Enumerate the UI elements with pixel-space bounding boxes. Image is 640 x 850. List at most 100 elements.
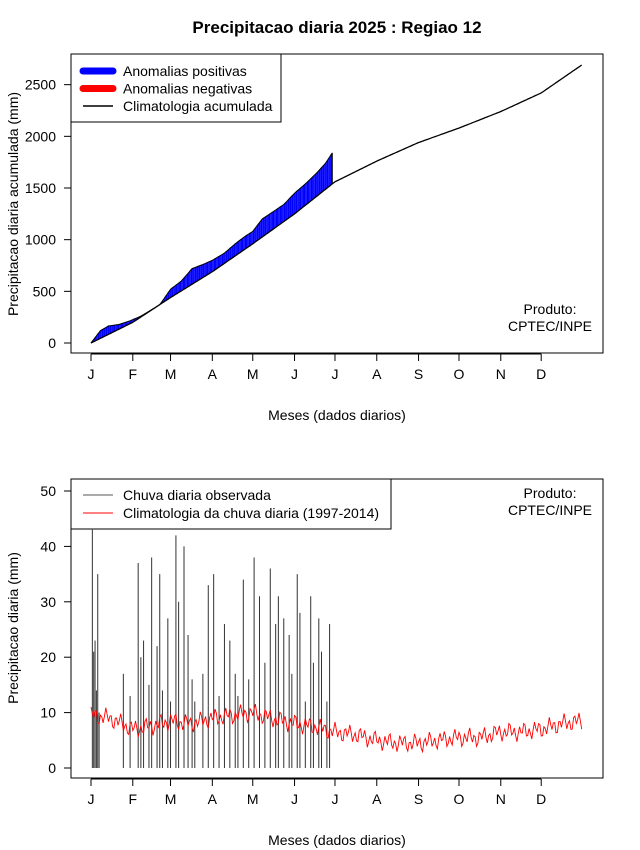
positive-anomaly bbox=[201, 264, 203, 279]
x-tick-label: J bbox=[88, 791, 95, 807]
positive-anomaly bbox=[186, 273, 189, 288]
positive-anomaly bbox=[278, 207, 280, 226]
positive-anomaly bbox=[282, 204, 284, 223]
positive-anomaly bbox=[198, 265, 201, 281]
positive-anomaly bbox=[240, 238, 242, 253]
x-tick-label: N bbox=[496, 791, 506, 807]
positive-anomaly bbox=[290, 196, 292, 217]
positive-anomaly bbox=[301, 186, 303, 209]
credit-text: Produto: CPTEC/INPE bbox=[508, 485, 592, 518]
positive-anomaly bbox=[268, 213, 271, 233]
positive-anomaly bbox=[302, 185, 304, 208]
positive-anomaly bbox=[267, 214, 269, 234]
y-tick-label: 1500 bbox=[25, 180, 56, 196]
positive-anomaly bbox=[270, 212, 272, 232]
positive-anomaly bbox=[252, 229, 255, 244]
positive-anomaly bbox=[213, 258, 216, 271]
x-tick-label: M bbox=[247, 366, 259, 382]
positive-anomaly bbox=[200, 264, 202, 280]
positive-anomaly bbox=[215, 257, 217, 270]
chart-title: Precipitacao diaria 2025 : Regiao 12 bbox=[192, 18, 481, 37]
positive-anomaly bbox=[259, 220, 261, 239]
positive-anomaly bbox=[285, 201, 287, 221]
positive-anomaly bbox=[258, 222, 260, 240]
positive-anomaly bbox=[247, 233, 249, 248]
positive-anomaly bbox=[255, 226, 257, 242]
positive-anomaly bbox=[95, 335, 97, 341]
credit-line-2: CPTEC/INPE bbox=[508, 502, 592, 518]
x-axis-label: Meses (dados diarios) bbox=[268, 832, 406, 848]
x-tick-label: F bbox=[129, 791, 138, 807]
credit-line-1: Produto: bbox=[524, 485, 577, 501]
climatology-line bbox=[90, 703, 583, 754]
positive-anomaly bbox=[243, 236, 245, 251]
positive-anomaly bbox=[322, 164, 325, 192]
x-tick-label: A bbox=[372, 791, 382, 807]
positive-anomaly bbox=[190, 268, 193, 286]
positive-anomaly bbox=[196, 266, 198, 282]
positive-anomaly bbox=[210, 260, 213, 273]
y-tick-label: 30 bbox=[40, 594, 56, 610]
positive-anomaly bbox=[194, 267, 197, 283]
positive-anomaly bbox=[263, 217, 265, 237]
daily-panel: 0 10 20 30 40 50 J F M A M J J A S O N D Precipitacao di… bbox=[5, 478, 604, 848]
y-tick-label: 20 bbox=[40, 649, 56, 665]
positive-anomaly bbox=[299, 187, 302, 210]
positive-anomaly bbox=[236, 241, 238, 255]
legend-label: Anomalias negativas bbox=[123, 81, 252, 97]
x-tick-label: A bbox=[372, 366, 382, 382]
positive-anomaly bbox=[101, 329, 104, 338]
positive-anomaly bbox=[179, 281, 182, 292]
positive-anomaly bbox=[225, 250, 228, 263]
y-axis: 0 500 1000 1500 2000 2500 bbox=[25, 77, 72, 351]
positive-anomaly bbox=[184, 276, 186, 290]
positive-anomaly bbox=[105, 326, 108, 336]
positive-anomaly bbox=[294, 192, 296, 214]
positive-anomaly bbox=[246, 234, 248, 249]
x-tick-label: J bbox=[291, 791, 298, 807]
positive-anomaly bbox=[305, 182, 307, 206]
positive-anomaly bbox=[289, 197, 291, 218]
positive-anomaly bbox=[325, 161, 327, 190]
positive-anomaly bbox=[104, 327, 106, 337]
positive-anomaly bbox=[103, 328, 105, 337]
positive-anomaly bbox=[317, 170, 319, 196]
positive-anomaly bbox=[312, 176, 314, 200]
x-tick-label: A bbox=[208, 791, 218, 807]
y-tick-label: 2000 bbox=[25, 128, 56, 144]
y-tick-label: 50 bbox=[40, 483, 56, 499]
positive-anomaly bbox=[326, 159, 329, 189]
legend-label: Chuva diaria observada bbox=[123, 487, 271, 503]
positive-anomaly bbox=[324, 163, 326, 191]
y-tick-label: 40 bbox=[40, 538, 56, 554]
positive-anomaly bbox=[223, 253, 225, 265]
positive-anomaly bbox=[313, 174, 315, 199]
positive-anomaly bbox=[244, 235, 247, 250]
x-axis-label: Meses (dados diarios) bbox=[268, 407, 406, 423]
climatology-daily-line bbox=[90, 703, 583, 754]
observed-cumulative-line bbox=[90, 152, 333, 344]
positive-anomaly bbox=[260, 219, 263, 238]
positive-anomaly bbox=[181, 279, 183, 291]
positive-anomaly bbox=[293, 193, 295, 215]
positive-anomaly bbox=[297, 189, 299, 212]
positive-anomaly bbox=[306, 181, 309, 205]
positive-anomaly bbox=[286, 200, 288, 220]
positive-anomaly bbox=[205, 262, 207, 276]
positive-anomaly bbox=[193, 267, 195, 284]
positive-anomaly bbox=[113, 324, 116, 332]
positive-anomaly bbox=[237, 240, 240, 255]
positive-anomaly bbox=[283, 203, 286, 222]
y-axis-label: Precipitacao diaria (mm) bbox=[5, 552, 21, 704]
x-tick-label: F bbox=[129, 366, 138, 382]
positive-anomaly bbox=[287, 198, 290, 219]
positive-anomaly bbox=[224, 251, 226, 264]
positive-anomaly bbox=[182, 277, 185, 291]
positive-anomaly bbox=[235, 242, 237, 256]
positive-anomaly bbox=[119, 323, 121, 329]
positive-anomaly bbox=[239, 239, 241, 254]
positive-anomaly bbox=[329, 154, 331, 187]
